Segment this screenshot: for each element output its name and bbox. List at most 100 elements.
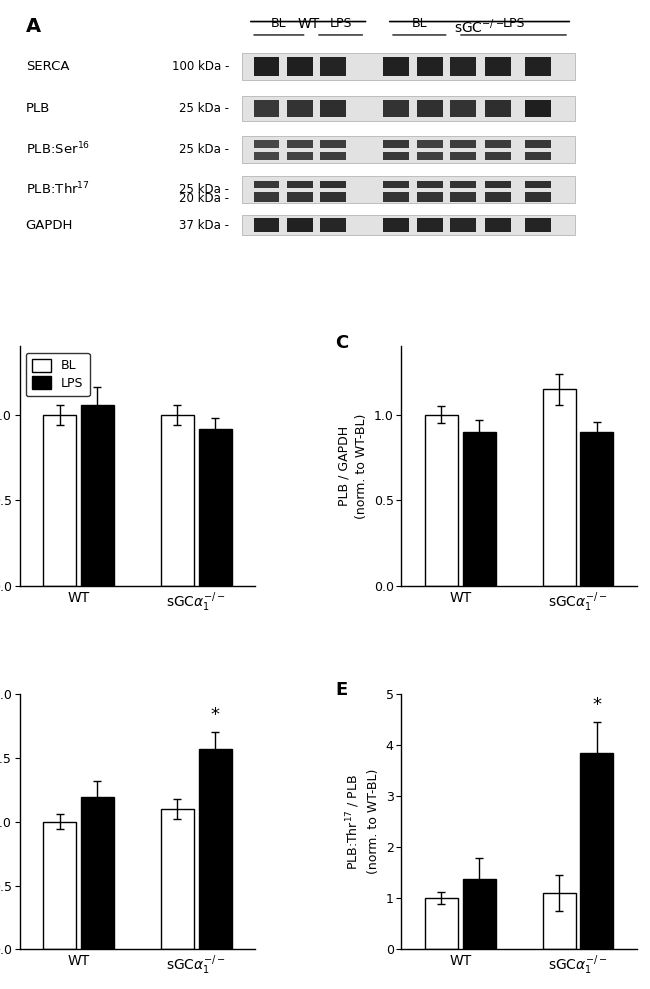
- Bar: [543, 893, 576, 949]
- Y-axis label: PLB / GAPDH
(norm. to WT-BL): PLB / GAPDH (norm. to WT-BL): [337, 413, 368, 519]
- Text: BL: BL: [271, 18, 287, 31]
- Bar: [525, 219, 551, 231]
- Bar: [485, 140, 511, 147]
- Bar: [485, 219, 511, 231]
- Bar: [450, 140, 476, 147]
- Bar: [525, 152, 551, 160]
- Bar: [384, 140, 409, 147]
- Text: 25 kDa -: 25 kDa -: [179, 102, 229, 116]
- Bar: [417, 100, 443, 118]
- Legend: BL, LPS: BL, LPS: [26, 353, 90, 396]
- Bar: [525, 140, 551, 147]
- Bar: [485, 100, 511, 118]
- Text: E: E: [335, 681, 348, 699]
- Bar: [242, 176, 575, 203]
- Bar: [525, 192, 551, 202]
- Bar: [384, 100, 409, 118]
- Bar: [543, 389, 576, 585]
- Bar: [287, 219, 313, 231]
- Bar: [450, 152, 476, 160]
- Bar: [525, 181, 551, 188]
- Bar: [242, 97, 575, 121]
- Bar: [254, 140, 280, 147]
- Bar: [287, 100, 313, 118]
- Y-axis label: PLB:Thr$^{17}$ / PLB
(norm. to WT-BL): PLB:Thr$^{17}$ / PLB (norm. to WT-BL): [344, 768, 380, 874]
- Bar: [417, 57, 443, 75]
- Bar: [425, 898, 458, 949]
- Bar: [384, 219, 409, 231]
- Bar: [320, 152, 346, 160]
- Bar: [417, 181, 443, 188]
- Bar: [384, 152, 409, 160]
- Bar: [287, 57, 313, 75]
- Bar: [320, 181, 346, 188]
- Bar: [417, 152, 443, 160]
- Bar: [525, 100, 551, 118]
- Bar: [580, 432, 614, 585]
- Text: PLB:Ser$^{16}$: PLB:Ser$^{16}$: [26, 140, 90, 157]
- Bar: [463, 432, 495, 585]
- Bar: [287, 152, 313, 160]
- Bar: [43, 822, 76, 949]
- Bar: [242, 135, 575, 162]
- Bar: [485, 152, 511, 160]
- Bar: [161, 809, 194, 949]
- Bar: [161, 414, 194, 585]
- Text: LPS: LPS: [502, 18, 525, 31]
- Bar: [287, 181, 313, 188]
- Bar: [384, 192, 409, 202]
- Text: 20 kDa -: 20 kDa -: [179, 192, 229, 205]
- Text: sGC$^{-/-}$: sGC$^{-/-}$: [454, 17, 504, 36]
- Text: PLB: PLB: [26, 102, 50, 116]
- Bar: [485, 181, 511, 188]
- Bar: [417, 140, 443, 147]
- Bar: [254, 192, 280, 202]
- Text: SERCA: SERCA: [26, 59, 69, 73]
- Text: BL: BL: [411, 18, 427, 31]
- Bar: [450, 192, 476, 202]
- Bar: [199, 428, 231, 585]
- Text: 37 kDa -: 37 kDa -: [179, 219, 229, 231]
- Bar: [287, 192, 313, 202]
- Bar: [525, 57, 551, 75]
- Bar: [425, 414, 458, 585]
- Bar: [320, 140, 346, 147]
- Text: LPS: LPS: [330, 18, 352, 31]
- Bar: [242, 216, 575, 235]
- Bar: [417, 192, 443, 202]
- Bar: [417, 219, 443, 231]
- Bar: [254, 152, 280, 160]
- Bar: [450, 57, 476, 75]
- Bar: [485, 57, 511, 75]
- Text: PLB:Thr$^{17}$: PLB:Thr$^{17}$: [26, 181, 90, 198]
- Bar: [485, 192, 511, 202]
- Bar: [254, 57, 280, 75]
- Bar: [450, 219, 476, 231]
- Text: 100 kDa -: 100 kDa -: [172, 59, 229, 73]
- Bar: [254, 100, 280, 118]
- Text: GAPDH: GAPDH: [26, 219, 73, 231]
- Bar: [384, 57, 409, 75]
- Bar: [254, 219, 280, 231]
- Bar: [320, 219, 346, 231]
- Text: 25 kDa -: 25 kDa -: [179, 183, 229, 196]
- Bar: [81, 797, 114, 949]
- Text: WT: WT: [297, 17, 319, 31]
- Text: *: *: [211, 706, 220, 725]
- Bar: [287, 140, 313, 147]
- Text: *: *: [592, 696, 601, 714]
- Text: 25 kDa -: 25 kDa -: [179, 142, 229, 155]
- Bar: [199, 749, 231, 949]
- Bar: [242, 52, 575, 80]
- Text: C: C: [335, 334, 348, 352]
- Bar: [384, 181, 409, 188]
- Bar: [463, 879, 495, 949]
- Bar: [81, 405, 114, 585]
- Bar: [580, 753, 614, 949]
- Bar: [450, 100, 476, 118]
- Text: A: A: [26, 17, 41, 36]
- Bar: [450, 181, 476, 188]
- Bar: [320, 100, 346, 118]
- Bar: [320, 192, 346, 202]
- Bar: [254, 181, 280, 188]
